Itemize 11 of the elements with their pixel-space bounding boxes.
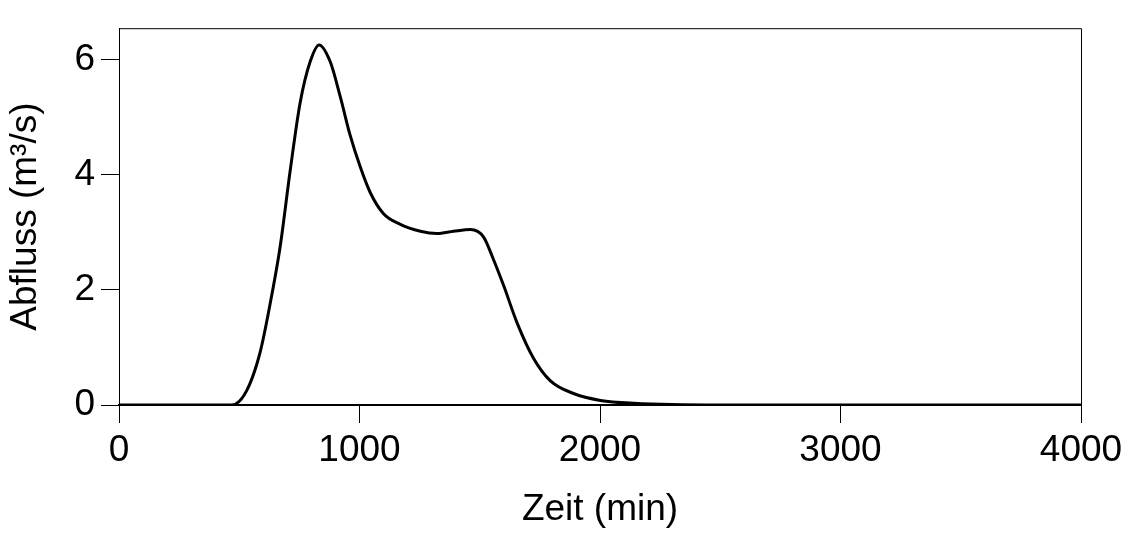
y-tick-label: 4 [74,152,95,194]
x-tick-label: 1000 [318,428,401,470]
x-tick-label: 3000 [799,428,882,470]
x-tick-label: 4000 [1039,428,1123,470]
y-axis-title: Abfluss (m³/s) [3,102,45,331]
y-tick-label: 0 [74,382,95,424]
x-tick-label: 0 [108,428,130,470]
x-tick-label: 2000 [558,428,642,470]
y-tick-label: 2 [74,267,95,309]
y-tick-label: 6 [74,37,95,79]
x-axis-title: Zeit (min) [521,487,679,528]
